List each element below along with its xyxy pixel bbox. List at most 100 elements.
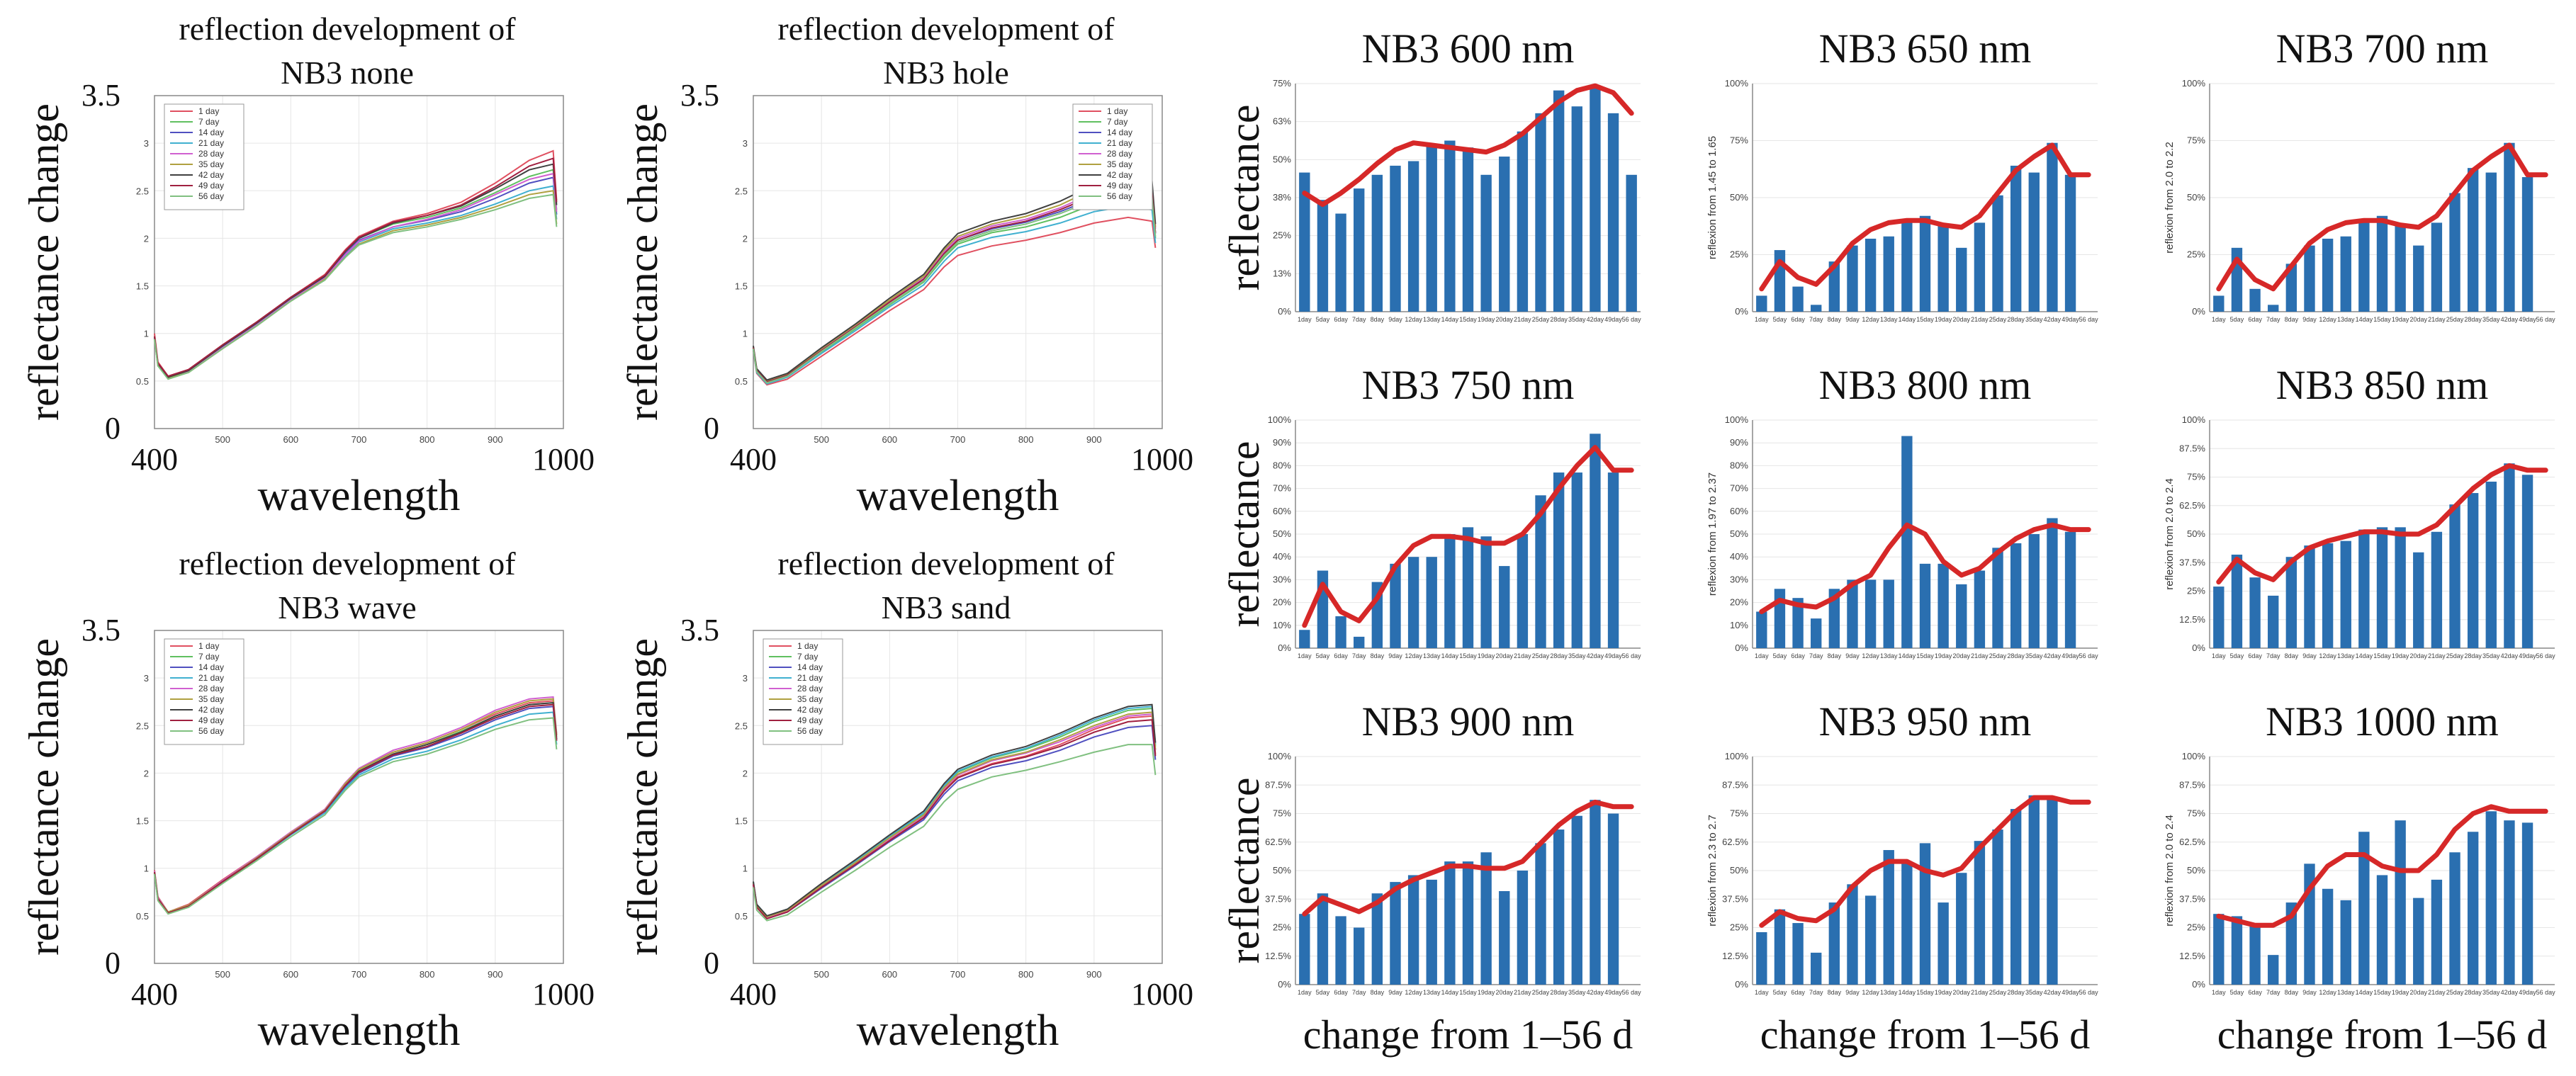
x-tick-label: 35day: [2025, 989, 2043, 996]
x-minor-tick-label: 500: [814, 434, 829, 445]
bar: [2213, 295, 2225, 312]
bar: [1535, 113, 1546, 312]
chart-title: NB3 800 nm: [1819, 362, 2032, 408]
chart-title: NB3 900 nm: [1362, 698, 1575, 744]
bar: [2010, 543, 2022, 648]
x-tick-label: 56 day: [2536, 316, 2556, 323]
bar: [1553, 472, 1565, 648]
legend-item: 14 day: [198, 128, 224, 137]
plot-frame: [753, 95, 1163, 429]
trend-line: [2216, 804, 2548, 928]
x-tick-label: 9day: [1388, 989, 1402, 996]
y-minor-tick-label: 2: [144, 233, 149, 244]
bar: [1792, 923, 1804, 985]
y-minor-tick-label: 3: [144, 673, 149, 684]
x-tick-label: 28day: [2464, 316, 2482, 323]
x-axis-label: change from 1–56 d: [2217, 1012, 2547, 1058]
x-tick-label: 28day: [2464, 652, 2482, 659]
chart-title: NB3 750 nm: [1362, 362, 1575, 408]
x-axis-label: wavelength: [857, 1007, 1059, 1055]
x-tick-label: 8day: [1828, 316, 1842, 323]
x-tick-label: 6day: [1791, 652, 1805, 659]
bar: [1919, 215, 1931, 312]
legend-item: 49 day: [198, 181, 224, 191]
bar: [1756, 295, 1767, 312]
series-line-49-day: [753, 719, 1157, 920]
y-minor-tick-label: 2.5: [136, 720, 149, 731]
x-tick-label: 19day: [2392, 989, 2409, 996]
bar: [1517, 534, 1529, 648]
bar: [2322, 543, 2334, 648]
x-tick-label: 25day: [1989, 652, 2007, 659]
legend-item: 56 day: [198, 191, 224, 201]
y-tick-label: 25%: [1273, 230, 1291, 241]
bar: [2521, 475, 2533, 648]
bar: [1883, 236, 1894, 312]
legend-item: 14 day: [1107, 128, 1132, 137]
x-minor-tick-label: 700: [950, 434, 966, 445]
plot-frame: [154, 630, 564, 964]
bar: [1626, 174, 1637, 312]
bar: [1792, 598, 1804, 648]
legend-item: 14 day: [198, 662, 224, 672]
x-tick-label: 35day: [2482, 316, 2500, 323]
x-tick-label: 15day: [1459, 989, 1477, 996]
chart-title-line2: NB3 wave: [278, 589, 416, 625]
x-tick-label: 20day: [1495, 316, 1513, 323]
y-axis-label: reflectance change: [21, 103, 67, 421]
legend-item: 42 day: [198, 170, 224, 180]
legend-box: [164, 638, 244, 745]
x-tick-label: 25day: [1532, 652, 1550, 659]
x-tick-label: 6day: [1791, 316, 1805, 323]
bar: [1992, 829, 2003, 985]
x-tick-label: 20day: [1952, 316, 1970, 323]
x-tick-label: 49day: [1604, 316, 1622, 323]
bar: [1499, 890, 1510, 985]
x-tick-label: 35day: [2025, 652, 2043, 659]
x-minor-tick-label: 700: [950, 969, 966, 980]
x-tick-label: 21day: [1514, 989, 1531, 996]
bar: [2010, 809, 2022, 985]
bar: [2449, 504, 2460, 648]
bar-chart-950: NB3 950 nm 0% 12.5% 25% 37.5% 50% 62.5% 75% 87.5…: [1706, 698, 2098, 1058]
y-tick-label: 50%: [1273, 865, 1291, 876]
x-tick-label: 49day: [1604, 652, 1622, 659]
bar: [2028, 534, 2040, 648]
x-tick-label: 5day: [1316, 316, 1330, 323]
x-minor-tick-label: 800: [1018, 434, 1034, 445]
x-tick-label: 49day: [2519, 989, 2536, 996]
x-tick-label: 1day: [1298, 316, 1312, 323]
x-tick-label: 9day: [1845, 316, 1860, 323]
x-tick-label: 35day: [2025, 316, 2043, 323]
bar: [1937, 902, 1949, 985]
x-tick-label: 13day: [1880, 316, 1898, 323]
x-tick-label: 1day: [1755, 316, 1769, 323]
y-tick-label: 40%: [1730, 551, 1748, 562]
bar: [1317, 200, 1329, 312]
y-tick-label: 0%: [1735, 979, 1748, 990]
y-axis-label: reflectance: [1221, 104, 1268, 290]
x-tick-label: 25day: [2446, 652, 2464, 659]
y-minor-tick-label: 2.5: [735, 720, 748, 731]
x-tick-label: 20day: [1495, 989, 1513, 996]
bar: [1390, 165, 1401, 312]
x-tick-label: 7day: [1809, 316, 1823, 323]
series-line-42-day: [753, 703, 1157, 917]
bar: [1499, 157, 1510, 312]
x-tick-label: 49day: [2519, 652, 2536, 659]
legend-item: 28 day: [198, 149, 224, 159]
trend-line: [1302, 83, 1634, 208]
x-tick-label: 12day: [2319, 316, 2336, 323]
x-tick-label: 12day: [1862, 316, 1879, 323]
bar: [2358, 529, 2370, 648]
y-minor-tick-label: 2.5: [136, 186, 149, 196]
x-minor-tick-label: 800: [420, 434, 435, 445]
y-minor-tick-label: 1: [743, 863, 748, 874]
y-tick-label: 25%: [1730, 249, 1748, 260]
line-chart-sand: reflection development of NB3 sand 500 600 7…: [619, 545, 1193, 1055]
x-tick-label: 15day: [1916, 316, 1934, 323]
x-tick-label: 21day: [2428, 652, 2446, 659]
bar: [2521, 177, 2533, 312]
x-tick-label: 49day: [2519, 316, 2536, 323]
